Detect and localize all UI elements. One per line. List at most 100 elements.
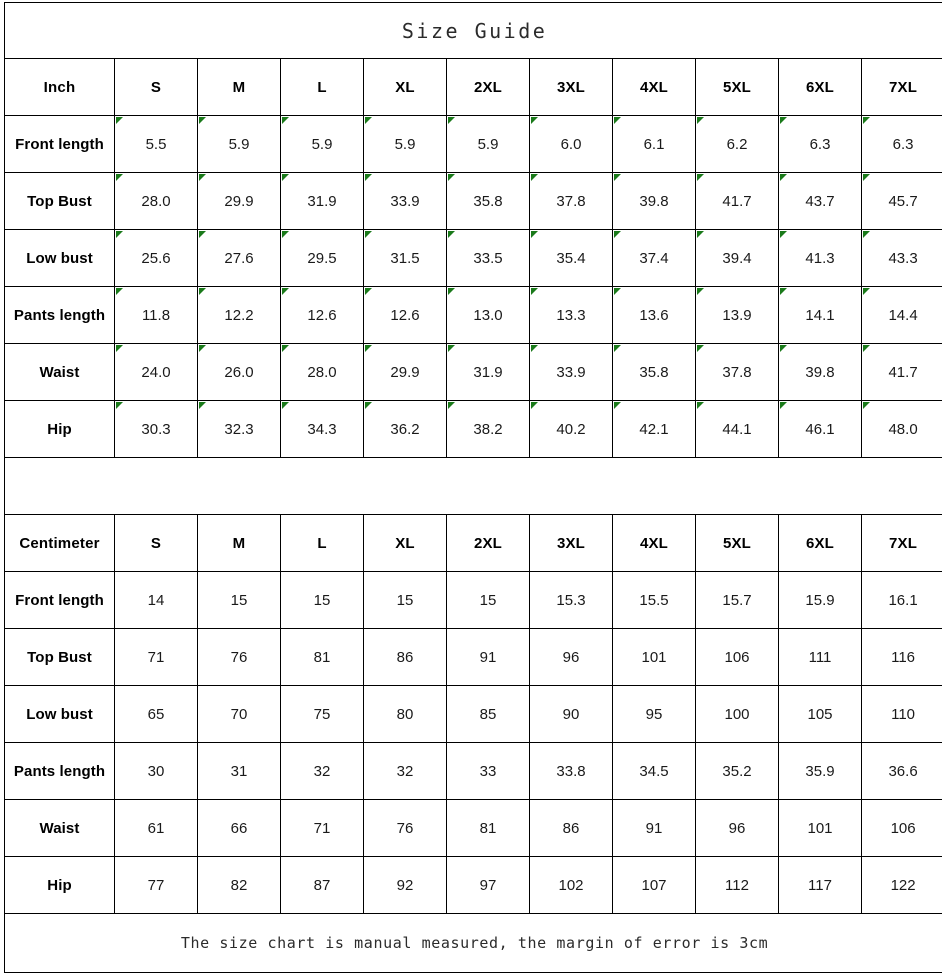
- size-header-7xl: 7XL: [862, 515, 942, 572]
- measurement-value: 36.2: [364, 401, 447, 458]
- measurement-value: 107: [613, 857, 696, 914]
- measurement-value: 6.3: [862, 116, 942, 173]
- measurement-value: 66: [198, 800, 281, 857]
- size-header-4xl: 4XL: [613, 59, 696, 116]
- measurement-value: 91: [447, 629, 530, 686]
- measurement-value: 33.5: [447, 230, 530, 287]
- measurement-value: 5.9: [198, 116, 281, 173]
- measurement-value: 28.0: [115, 173, 198, 230]
- measurement-label-hip: Hip: [5, 857, 115, 914]
- measurement-value: 38.2: [447, 401, 530, 458]
- measurement-value: 6.2: [696, 116, 779, 173]
- measurement-value: 5.5: [115, 116, 198, 173]
- measurement-value: 12.6: [364, 287, 447, 344]
- measurement-label-low-bust: Low bust: [5, 230, 115, 287]
- measurement-value: 11.8: [115, 287, 198, 344]
- measurement-value: 34.3: [281, 401, 364, 458]
- measurement-value: 35.8: [613, 344, 696, 401]
- measurement-value: 77: [115, 857, 198, 914]
- measurement-value: 43.3: [862, 230, 942, 287]
- measurement-value: 81: [281, 629, 364, 686]
- measurement-value: 44.1: [696, 401, 779, 458]
- measurement-value: 71: [281, 800, 364, 857]
- measurement-value: 76: [364, 800, 447, 857]
- size-header-l: L: [281, 59, 364, 116]
- measurement-value: 32.3: [198, 401, 281, 458]
- measurement-value: 37.8: [530, 173, 613, 230]
- measurement-label-waist: Waist: [5, 344, 115, 401]
- measurement-value: 31.9: [447, 344, 530, 401]
- size-header-s: S: [115, 515, 198, 572]
- measurement-value: 32: [364, 743, 447, 800]
- size-header-2xl: 2XL: [447, 59, 530, 116]
- measurement-value: 97: [447, 857, 530, 914]
- size-header-3xl: 3XL: [530, 515, 613, 572]
- measurement-value: 25.6: [115, 230, 198, 287]
- footer-row: The size chart is manual measured, the m…: [5, 914, 942, 973]
- measurement-value: 35.8: [447, 173, 530, 230]
- measurement-value: 14: [115, 572, 198, 629]
- measurement-value: 46.1: [779, 401, 862, 458]
- unit-header-centimeter: Centimeter: [5, 515, 115, 572]
- measurement-value: 86: [364, 629, 447, 686]
- measurement-value: 26.0: [198, 344, 281, 401]
- measurement-value: 37.8: [696, 344, 779, 401]
- measurement-value: 6.1: [613, 116, 696, 173]
- measurement-value: 101: [779, 800, 862, 857]
- measurement-value: 117: [779, 857, 862, 914]
- measurement-value: 91: [613, 800, 696, 857]
- measurement-value: 81: [447, 800, 530, 857]
- measurement-value: 13.3: [530, 287, 613, 344]
- measurement-value: 80: [364, 686, 447, 743]
- measurement-value: 33.9: [530, 344, 613, 401]
- measurement-label-waist: Waist: [5, 800, 115, 857]
- measurement-value: 15: [364, 572, 447, 629]
- measurement-value: 13.6: [613, 287, 696, 344]
- measurement-label-low-bust: Low bust: [5, 686, 115, 743]
- measurement-value: 92: [364, 857, 447, 914]
- footer-note: The size chart is manual measured, the m…: [5, 914, 942, 973]
- measurement-value: 29.9: [364, 344, 447, 401]
- measurement-value: 39.4: [696, 230, 779, 287]
- measurement-value: 24.0: [115, 344, 198, 401]
- measurement-value: 39.8: [613, 173, 696, 230]
- measurement-value: 33.9: [364, 173, 447, 230]
- measurement-value: 35.9: [779, 743, 862, 800]
- measurement-value: 30: [115, 743, 198, 800]
- measurement-value: 16.1: [862, 572, 942, 629]
- measurement-value: 13.0: [447, 287, 530, 344]
- measurement-value: 13.9: [696, 287, 779, 344]
- measurement-value: 40.2: [530, 401, 613, 458]
- measurement-label-pants-length: Pants length: [5, 743, 115, 800]
- measurement-label-top-bust: Top Bust: [5, 629, 115, 686]
- measurement-value: 31: [198, 743, 281, 800]
- measurement-value: 31.9: [281, 173, 364, 230]
- measurement-value: 34.5: [613, 743, 696, 800]
- measurement-value: 106: [862, 800, 942, 857]
- size-header-m: M: [198, 515, 281, 572]
- size-header-2xl: 2XL: [447, 515, 530, 572]
- measurement-value: 15.7: [696, 572, 779, 629]
- measurement-value: 29.9: [198, 173, 281, 230]
- size-header-5xl: 5XL: [696, 515, 779, 572]
- measurement-value: 82: [198, 857, 281, 914]
- measurement-value: 41.7: [862, 344, 942, 401]
- measurement-value: 15: [281, 572, 364, 629]
- size-header-xl: XL: [364, 515, 447, 572]
- measurement-value: 105: [779, 686, 862, 743]
- measurement-label-hip: Hip: [5, 401, 115, 458]
- measurement-value: 30.3: [115, 401, 198, 458]
- measurement-value: 106: [696, 629, 779, 686]
- measurement-value: 111: [779, 629, 862, 686]
- measurement-value: 42.1: [613, 401, 696, 458]
